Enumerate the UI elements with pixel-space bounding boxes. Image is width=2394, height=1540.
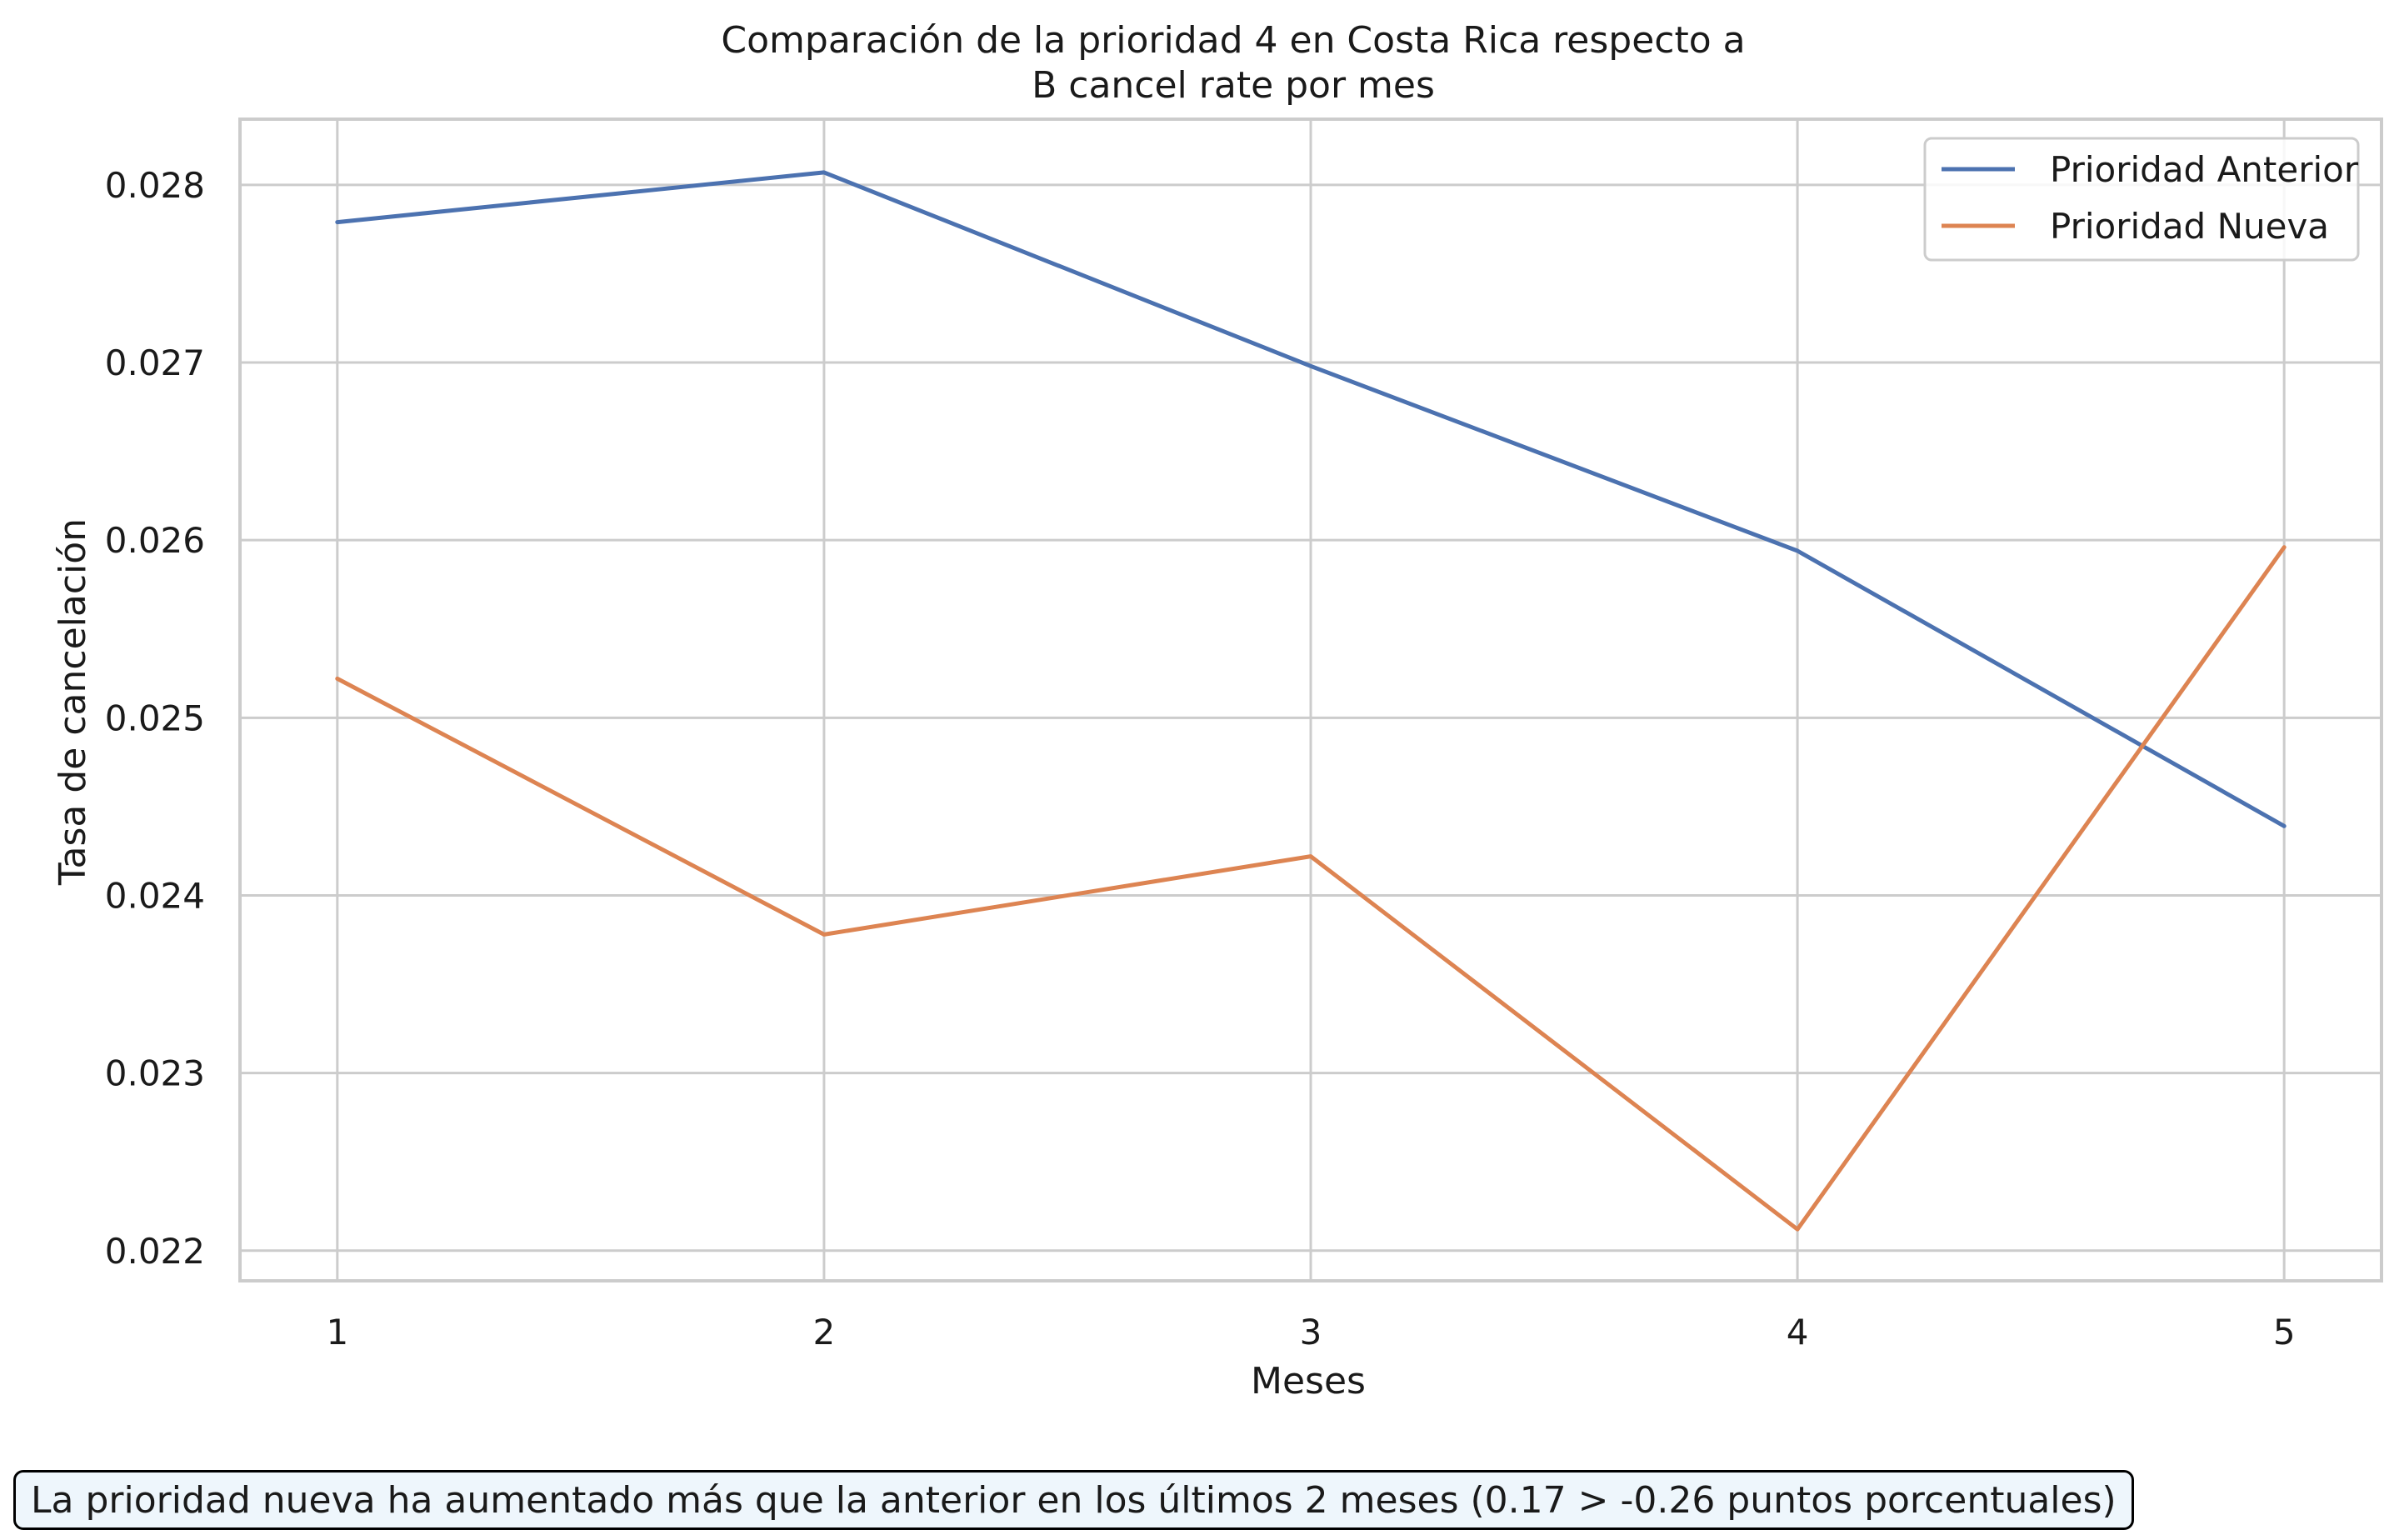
x-tick-label: 4	[1787, 1312, 1809, 1352]
legend: Prioridad Anterior Prioridad Nueva	[1923, 137, 2360, 262]
plot-area-frame	[238, 118, 2383, 1282]
legend-label-nueva: Prioridad Nueva	[2050, 206, 2329, 247]
y-axis-label: Tasa de cancelación	[52, 518, 94, 886]
x-tick-label: 2	[813, 1312, 836, 1352]
y-tick-labels: 0.022 0.023 0.024 0.025 0.026 0.027 0.028	[105, 165, 205, 1272]
y-tick-label: 0.027	[105, 342, 205, 383]
legend-box	[1923, 137, 2360, 262]
chart-subtitle: B cancel rate por mes	[1032, 64, 1435, 107]
x-tick-label: 1	[326, 1312, 348, 1352]
legend-label-anterior: Prioridad Anterior	[2050, 149, 2359, 190]
series-line-nueva	[335, 545, 2287, 1232]
y-tick-label: 0.022	[105, 1231, 205, 1272]
series-lines	[335, 170, 2287, 1232]
y-tick-label: 0.023	[105, 1053, 205, 1094]
x-tick-labels: 1 2 3 4 5	[326, 1312, 2295, 1352]
y-tick-label: 0.028	[105, 165, 205, 206]
grid-lines	[240, 119, 2382, 1281]
y-tick-label: 0.025	[105, 698, 205, 738]
annotation-box: La prioridad nueva ha aumentado más que …	[13, 1470, 2134, 1530]
x-tick-label: 3	[1300, 1312, 1322, 1352]
y-tick-label: 0.026	[105, 520, 205, 561]
chart-title: Comparación de la prioridad 4 en Costa R…	[721, 19, 1745, 62]
x-axis-label: Meses	[1251, 1360, 1366, 1402]
series-line-anterior	[335, 170, 2287, 828]
x-tick-label: 5	[2273, 1312, 2296, 1352]
y-tick-label: 0.024	[105, 875, 205, 916]
